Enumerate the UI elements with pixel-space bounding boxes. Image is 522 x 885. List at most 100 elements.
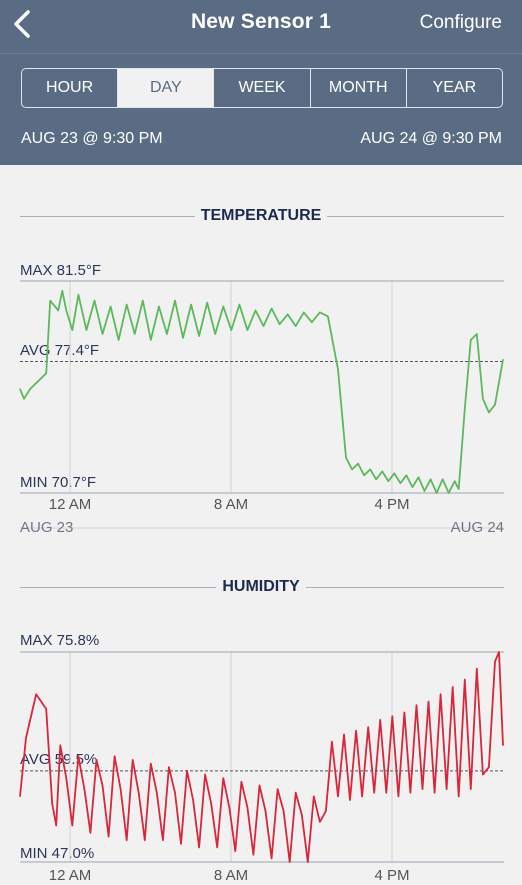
data-point — [126, 839, 128, 841]
data-point — [488, 766, 490, 768]
data-point — [29, 388, 31, 390]
data-point — [470, 339, 472, 341]
data-point — [45, 372, 47, 374]
humidity-section-title: HUMIDITY — [0, 578, 522, 596]
back-button[interactable] — [10, 8, 38, 40]
data-point — [476, 668, 478, 670]
data-point — [246, 329, 249, 331]
data-point — [158, 305, 160, 308]
tab-year[interactable]: YEAR — [432, 79, 477, 96]
data-point — [49, 300, 51, 302]
data-point — [134, 333, 136, 335]
data-point — [498, 651, 500, 653]
data-point — [385, 792, 387, 794]
tab-day[interactable]: DAY — [118, 69, 215, 107]
data-point — [35, 693, 37, 695]
data-point — [156, 792, 158, 794]
data-point — [349, 799, 351, 801]
tab-month[interactable]: MONTH — [311, 69, 407, 107]
chevron-left-icon — [14, 10, 30, 38]
data-point — [488, 411, 490, 414]
data-point — [55, 824, 57, 827]
data-point — [222, 305, 224, 308]
data-point — [429, 478, 432, 480]
temperature-date-start: AUG 23 — [20, 519, 74, 536]
data-point — [23, 398, 25, 400]
temperature-chart — [19, 280, 504, 529]
data-point — [405, 474, 407, 476]
data-point — [190, 303, 192, 306]
temperature-avg-label: AVG 77.4°F — [20, 342, 100, 359]
data-point — [262, 325, 265, 327]
data-point — [409, 792, 412, 794]
data-point — [192, 799, 194, 801]
data-point — [77, 755, 79, 757]
data-point — [45, 708, 47, 710]
data-point — [174, 300, 176, 302]
data-point — [411, 486, 414, 488]
data-point — [343, 733, 345, 735]
data-point — [107, 835, 110, 838]
humidity-x-tick: 12 AM — [48, 867, 92, 884]
data-point — [89, 832, 92, 834]
data-point — [502, 358, 504, 361]
data-point — [448, 492, 450, 494]
data-point — [391, 715, 393, 717]
data-point — [279, 323, 281, 325]
divider — [0, 53, 522, 54]
data-point — [93, 300, 96, 302]
data-point — [210, 803, 212, 805]
data-point — [446, 788, 448, 790]
data-point — [375, 478, 377, 480]
data-point — [59, 744, 61, 746]
tab-hour[interactable]: HOUR — [22, 69, 119, 107]
data-point — [180, 843, 182, 845]
data-point — [85, 329, 88, 331]
data-point — [476, 333, 478, 335]
data-point — [120, 788, 122, 790]
data-point — [345, 457, 347, 459]
data-point — [186, 770, 188, 772]
data-point — [166, 333, 168, 335]
data-point — [319, 311, 321, 314]
data-point — [433, 792, 436, 794]
data-point — [214, 333, 216, 335]
data-point — [264, 810, 267, 812]
data-point — [470, 788, 472, 790]
data-point — [222, 777, 224, 779]
data-point — [301, 814, 303, 816]
data-point — [206, 301, 208, 304]
data-point — [387, 480, 389, 482]
data-point — [126, 303, 128, 306]
data-point — [118, 339, 120, 341]
data-point — [258, 784, 261, 787]
data-point — [277, 788, 279, 790]
data-point — [168, 766, 170, 768]
data-point — [427, 700, 430, 703]
data-point — [101, 784, 104, 787]
temperature-x-tick: 12 AM — [48, 496, 92, 513]
configure-button[interactable]: Configure — [419, 12, 502, 33]
data-point — [234, 850, 236, 852]
humidity-min-label: MIN 47.0% — [20, 845, 95, 862]
data-point — [51, 803, 53, 805]
data-point — [19, 795, 21, 797]
series-line — [19, 651, 504, 863]
data-point — [204, 773, 206, 776]
data-point — [452, 686, 454, 688]
data-point — [246, 806, 249, 808]
data-point — [307, 861, 309, 863]
range-end-label: AUG 24 @ 9:30 PM — [360, 130, 502, 147]
data-point — [423, 490, 426, 492]
data-point — [417, 476, 420, 478]
data-point — [403, 711, 405, 714]
data-point — [313, 795, 315, 797]
tab-week[interactable]: WEEK — [214, 69, 311, 107]
header: New Sensor 1 Configure HOUR DAY WEEK MONTH Y… — [0, 0, 522, 165]
data-point — [415, 704, 418, 706]
data-point — [337, 795, 339, 797]
data-point — [464, 407, 466, 410]
data-point — [132, 759, 134, 761]
data-point — [381, 470, 383, 473]
data-point — [337, 368, 339, 370]
